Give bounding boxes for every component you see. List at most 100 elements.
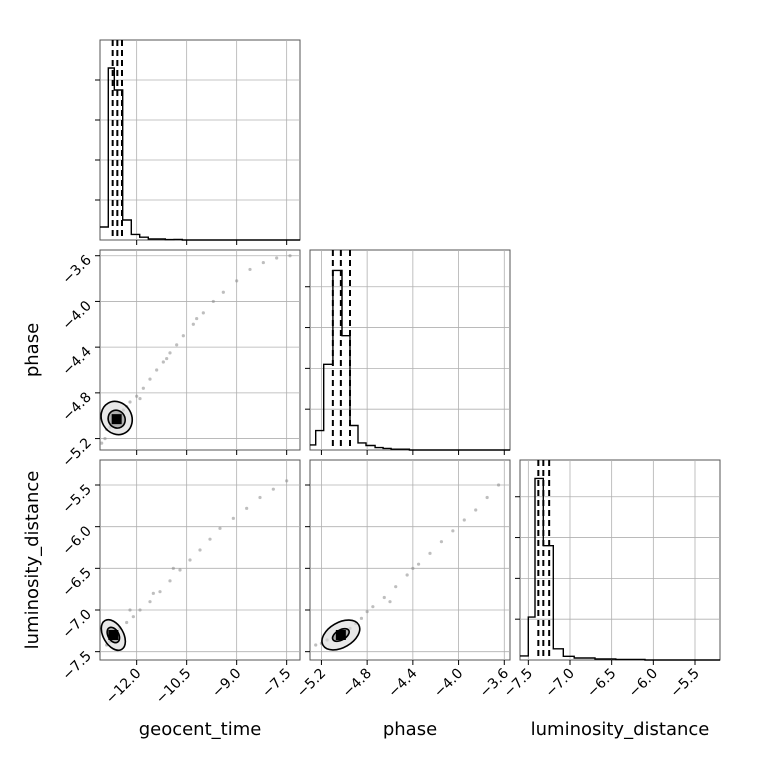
x-tick-label: −5.2	[294, 666, 329, 701]
histogram-panel-geocent-time	[95, 39, 301, 245]
scatter-point	[496, 483, 501, 487]
x-tick-label: −12.0	[103, 666, 145, 708]
scatter-point	[161, 360, 165, 364]
histogram-step-line	[100, 67, 300, 241]
scatter-point	[191, 322, 195, 326]
scatter-panel-phase-vs-luminosity-distance: −5.2 −4.8 −4.4 −4.0 −3.6	[294, 459, 512, 701]
density-peak	[111, 414, 122, 425]
scatter-point	[171, 566, 175, 570]
scatter-panel-geocent-time-vs-phase: −5.2 −4.8 −4.4 −4.0 −3.6	[59, 249, 301, 470]
scatter-point	[128, 608, 132, 612]
histogram-panel-luminosity-distance: −7.5 −7.0 −6.5 −6.0 −5.5	[501, 459, 721, 701]
scatter-point	[245, 506, 249, 510]
histogram-panel-phase-frame	[309, 249, 511, 451]
scatter-point	[411, 566, 415, 570]
scatter-point	[165, 356, 169, 361]
scatter-point	[288, 254, 292, 258]
x-tick-label: −7.5	[501, 666, 536, 701]
scatter-point	[125, 620, 129, 625]
scatter-point	[178, 568, 182, 572]
scatter-point	[416, 562, 421, 566]
density-peak	[108, 630, 119, 640]
x-tick-label: −10.5	[153, 666, 195, 708]
x-tick-label: −9.0	[209, 666, 244, 701]
scatter-point	[181, 334, 185, 338]
scatter-point	[168, 351, 172, 355]
scatter-point	[138, 396, 142, 401]
histogram-panel-geocent-time-frame	[99, 39, 301, 241]
scatter-point	[208, 537, 212, 541]
scatter-point	[148, 600, 152, 604]
y-tick-label: −4.4	[59, 344, 94, 379]
scatter-point	[231, 516, 235, 520]
x-tick-label: −6.0	[626, 666, 661, 701]
scatter-point	[195, 316, 199, 321]
y-tick-label: −4.0	[59, 298, 94, 333]
x-tick-label: −4.4	[385, 665, 420, 700]
y-tick-label: −7.5	[59, 648, 94, 683]
scatter-panel-geocent-time-vs-phase-frame	[99, 249, 301, 451]
scatter-point	[439, 540, 444, 544]
histogram-step-line	[310, 269, 510, 451]
y-tick-label: −3.6	[59, 252, 94, 287]
histogram-step-line	[520, 477, 720, 661]
scatter-point	[148, 377, 152, 381]
scatter-panel-geocent-time-vs-luminosity-distance: −12.0 −10.5 −9.0 −7.5 −7.5 −7.0 −6.5 −6.0 −5.5	[59, 459, 301, 708]
scatter-point	[462, 518, 466, 522]
scatter-point	[285, 479, 289, 483]
scatter-point	[221, 290, 225, 294]
scatter-point	[100, 441, 104, 445]
y-tick-label: −6.5	[59, 565, 94, 600]
scatter-point	[151, 591, 155, 595]
scatter-point	[451, 529, 455, 533]
density-peak	[335, 630, 346, 640]
scatter-point	[158, 590, 162, 594]
x-tick-label: −4.0	[431, 666, 466, 701]
scatter-point	[314, 643, 318, 647]
x-axis-label-phase: phase	[383, 719, 437, 740]
scatter-point	[218, 526, 222, 530]
scatter-point	[103, 436, 107, 441]
scatter-point	[474, 508, 478, 512]
x-tick-label: −4.8	[340, 666, 375, 701]
y-tick-label: −7.0	[59, 607, 94, 642]
scatter-point	[201, 311, 205, 315]
x-tick-label: −7.0	[542, 666, 577, 701]
x-tick-label: −7.5	[259, 666, 294, 701]
y-tick-label: −6.0	[59, 523, 94, 558]
scatter-panel-geocent-time-vs-luminosity-distance-frame	[99, 459, 301, 661]
y-tick-label: −5.2	[59, 435, 94, 470]
scatter-point	[248, 267, 252, 272]
y-axis-label-phase: phase	[22, 323, 43, 377]
scatter-point	[198, 548, 202, 552]
scatter-point	[388, 600, 392, 604]
scatter-point	[138, 608, 142, 612]
y-tick-label: −5.5	[59, 482, 94, 517]
scatter-point	[131, 615, 135, 619]
scatter-point	[258, 495, 262, 500]
scatter-point	[235, 279, 239, 283]
scatter-point	[394, 585, 398, 589]
scatter-point	[141, 386, 145, 390]
scatter-point	[371, 605, 375, 609]
x-tick-label: −5.5	[667, 666, 702, 701]
scatter-point	[359, 616, 364, 620]
scatter-point	[211, 299, 215, 304]
scatter-point	[275, 256, 279, 260]
panels-layer: −7.5 −7.0 −6.5 −6.0 −5.5−5.2−4.8−4.4−4.0−3.6…	[59, 39, 721, 708]
scatter-point	[271, 487, 275, 491]
scatter-point	[485, 495, 489, 500]
x-tick-label: −6.5	[584, 666, 619, 701]
x-axis-label-luminosity-distance: luminosity_distance	[531, 719, 710, 740]
x-axis-label-geocent-time: geocent_time	[139, 719, 262, 740]
scatter-point	[135, 394, 139, 398]
scatter-point	[365, 610, 369, 614]
scatter-point	[128, 400, 132, 404]
scatter-point	[155, 368, 159, 372]
scatter-point	[175, 343, 179, 347]
axis-labels-layer: geocent_time phase luminosity_distance p…	[22, 323, 709, 740]
scatter-point	[188, 558, 192, 562]
y-tick-label: −4.8	[59, 389, 94, 424]
histogram-panel-phase	[305, 249, 511, 455]
